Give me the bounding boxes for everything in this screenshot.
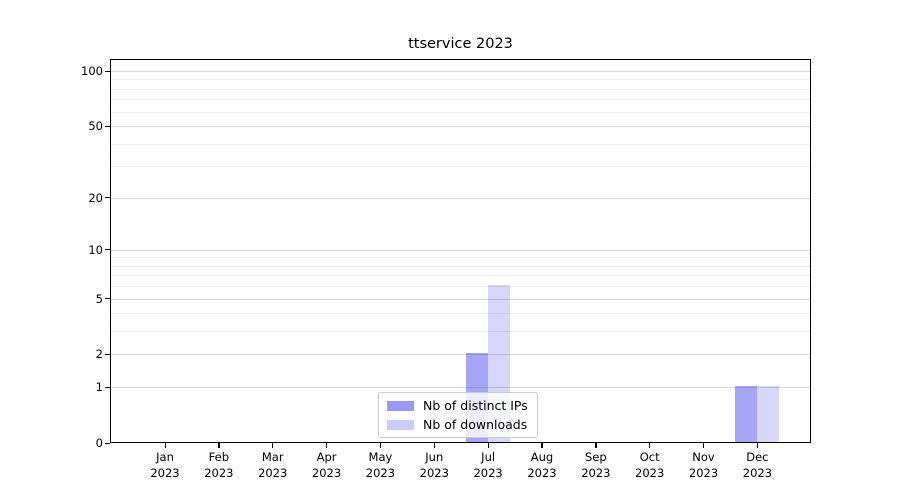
plot-area: [110, 59, 811, 443]
gridline-major: [111, 298, 810, 300]
y-tick: [105, 197, 110, 199]
legend: Nb of distinct IPs Nb of downloads: [378, 392, 538, 438]
x-tick-label-nov: Nov 2023: [688, 450, 719, 480]
chart-title: ttservice 2023: [408, 36, 513, 52]
legend-swatch-downloads: [387, 419, 414, 430]
y-tick-label: 2: [95, 347, 103, 362]
x-tick-label-jun: Jun 2023: [419, 450, 449, 480]
x-tick: [756, 443, 759, 448]
y-tick: [105, 298, 110, 300]
x-tick: [164, 443, 166, 448]
gridline-minor: [111, 79, 810, 81]
gridline-minor: [111, 331, 810, 333]
x-tick: [272, 443, 274, 448]
gridline-minor: [111, 265, 810, 267]
y-tick-label: 0: [95, 436, 103, 450]
x-tick-label-sep: Sep 2023: [581, 450, 611, 480]
x-tick: [487, 443, 489, 448]
gridline-minor: [111, 99, 810, 101]
y-tick-label: 1: [95, 380, 103, 395]
gridline-major: [111, 197, 810, 199]
y-tick-label: 50: [88, 119, 103, 134]
bar-distinct_ips-dec: [735, 386, 758, 442]
y-tick: [105, 249, 110, 251]
y-tick-label: 20: [88, 190, 103, 205]
gridline-major: [111, 354, 810, 356]
x-tick: [595, 443, 597, 448]
gridline-major: [111, 387, 810, 389]
gridline-minor: [111, 275, 810, 277]
x-tick: [433, 443, 435, 448]
bar-downloads-dec: [757, 386, 780, 442]
gridline-minor: [111, 111, 810, 113]
legend-label-downloads: Nb of downloads: [423, 417, 528, 432]
x-tick-label-oct: Oct 2023: [635, 450, 665, 480]
x-tick: [379, 443, 382, 448]
x-tick-label-apr: Apr 2023: [311, 450, 342, 480]
gridline-major: [111, 249, 810, 251]
y-tick: [105, 70, 110, 72]
y-tick: [105, 125, 110, 127]
y-tick: [105, 442, 110, 444]
x-tick-label-jul: Jul 2023: [473, 450, 503, 480]
gridline-minor: [111, 313, 810, 315]
x-tick: [326, 443, 328, 448]
legend-label-distinct-ips: Nb of distinct IPs: [423, 398, 528, 413]
x-tick-label-jan: Jan 2023: [150, 450, 180, 480]
x-tick-label-aug: Aug 2023: [527, 450, 557, 480]
gridline-major: [111, 71, 810, 72]
gridline-major: [111, 126, 810, 128]
y-tick-label: 100: [81, 64, 103, 78]
gridline-minor: [111, 286, 810, 288]
y-tick-label: 10: [88, 242, 103, 257]
y-tick: [105, 386, 110, 388]
gridline-minor: [111, 257, 810, 259]
gridline-minor: [111, 143, 810, 145]
y-tick: [105, 353, 110, 356]
x-tick-label-mar: Mar 2023: [258, 450, 288, 480]
x-tick-label-may: May 2023: [365, 450, 396, 480]
legend-swatch-distinct-ips: [387, 400, 414, 411]
x-tick: [649, 443, 651, 448]
legend-item-distinct-ips: Nb of distinct IPs: [387, 398, 528, 413]
x-tick: [703, 443, 705, 448]
x-tick: [218, 443, 220, 448]
x-tick-label-dec: Dec 2023: [742, 450, 773, 480]
legend-item-downloads: Nb of downloads: [387, 417, 528, 432]
x-tick: [541, 443, 543, 448]
gridline-minor: [111, 88, 810, 90]
x-tick-label-feb: Feb 2023: [204, 450, 234, 480]
gridline-minor: [111, 166, 810, 168]
y-tick-label: 5: [95, 291, 103, 306]
